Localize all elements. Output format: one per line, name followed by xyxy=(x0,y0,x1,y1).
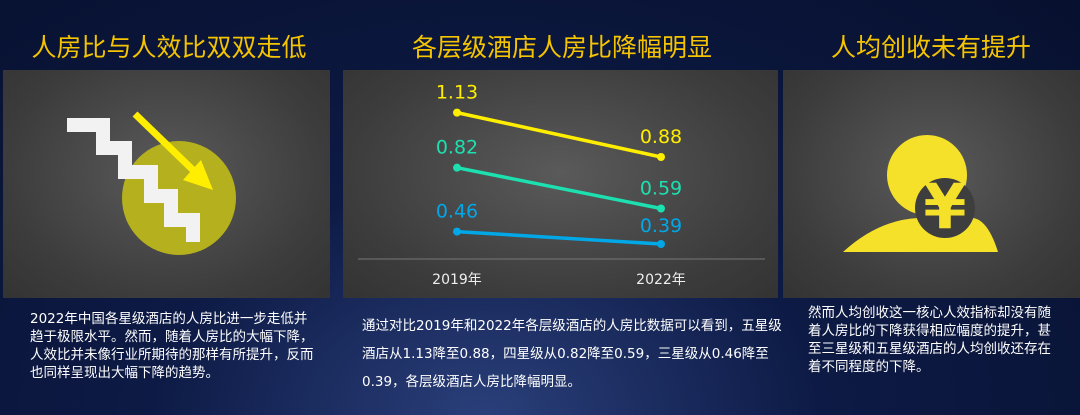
data-label: 0.82 xyxy=(436,137,478,159)
series-line-0 xyxy=(456,110,662,159)
panel-1-title: 人房比与人效比双双走低 xyxy=(31,33,307,62)
data-label: 1.13 xyxy=(436,82,478,104)
data-label: 0.39 xyxy=(640,215,682,237)
data-point xyxy=(453,108,461,117)
panel-1-description: 2022年中国各星级酒店的人房比进一步走低并趋于极限水平。然而，随着人房比的大幅… xyxy=(30,311,314,381)
data-point xyxy=(657,204,665,213)
data-label: 0.46 xyxy=(436,201,478,223)
svg-text:¥: ¥ xyxy=(923,170,966,243)
panel-2-title: 各层级酒店人房比降幅明显 xyxy=(411,33,712,62)
yen-coin-icon: ¥ xyxy=(843,135,998,252)
panel-3-image: ¥ xyxy=(783,70,1080,298)
panel-1-image xyxy=(3,70,330,298)
panel-3-title: 人均创收未有提升 xyxy=(830,33,1031,62)
data-label: 0.88 xyxy=(640,126,682,148)
falling-stairs-arrow-icon xyxy=(67,111,236,255)
line-chart: 1.13 0.88 0.82 0.59 0.46 0.39 2019年 2022年 xyxy=(358,82,765,288)
series-line-1 xyxy=(456,165,662,211)
panel-2-description: 通过对比2019年和2022年各层级酒店的人房比数据可以看到，五星级酒店从1.1… xyxy=(362,318,782,390)
x-tick-label: 2022年 xyxy=(636,272,686,288)
data-point xyxy=(453,163,461,172)
data-label: 0.59 xyxy=(640,178,682,200)
line-chart-panel: 1.13 0.88 0.82 0.59 0.46 0.39 2019年 2022年 xyxy=(343,70,778,298)
data-point xyxy=(657,153,665,162)
data-point xyxy=(657,240,665,249)
panel-3-description: 然而人均创收这一核心人效指标却没有随着人房比的下降获得相应幅度的提升，甚至三星级… xyxy=(808,305,1051,375)
series-line-2 xyxy=(456,229,662,246)
x-tick-label: 2019年 xyxy=(432,272,482,288)
data-point xyxy=(453,227,461,236)
